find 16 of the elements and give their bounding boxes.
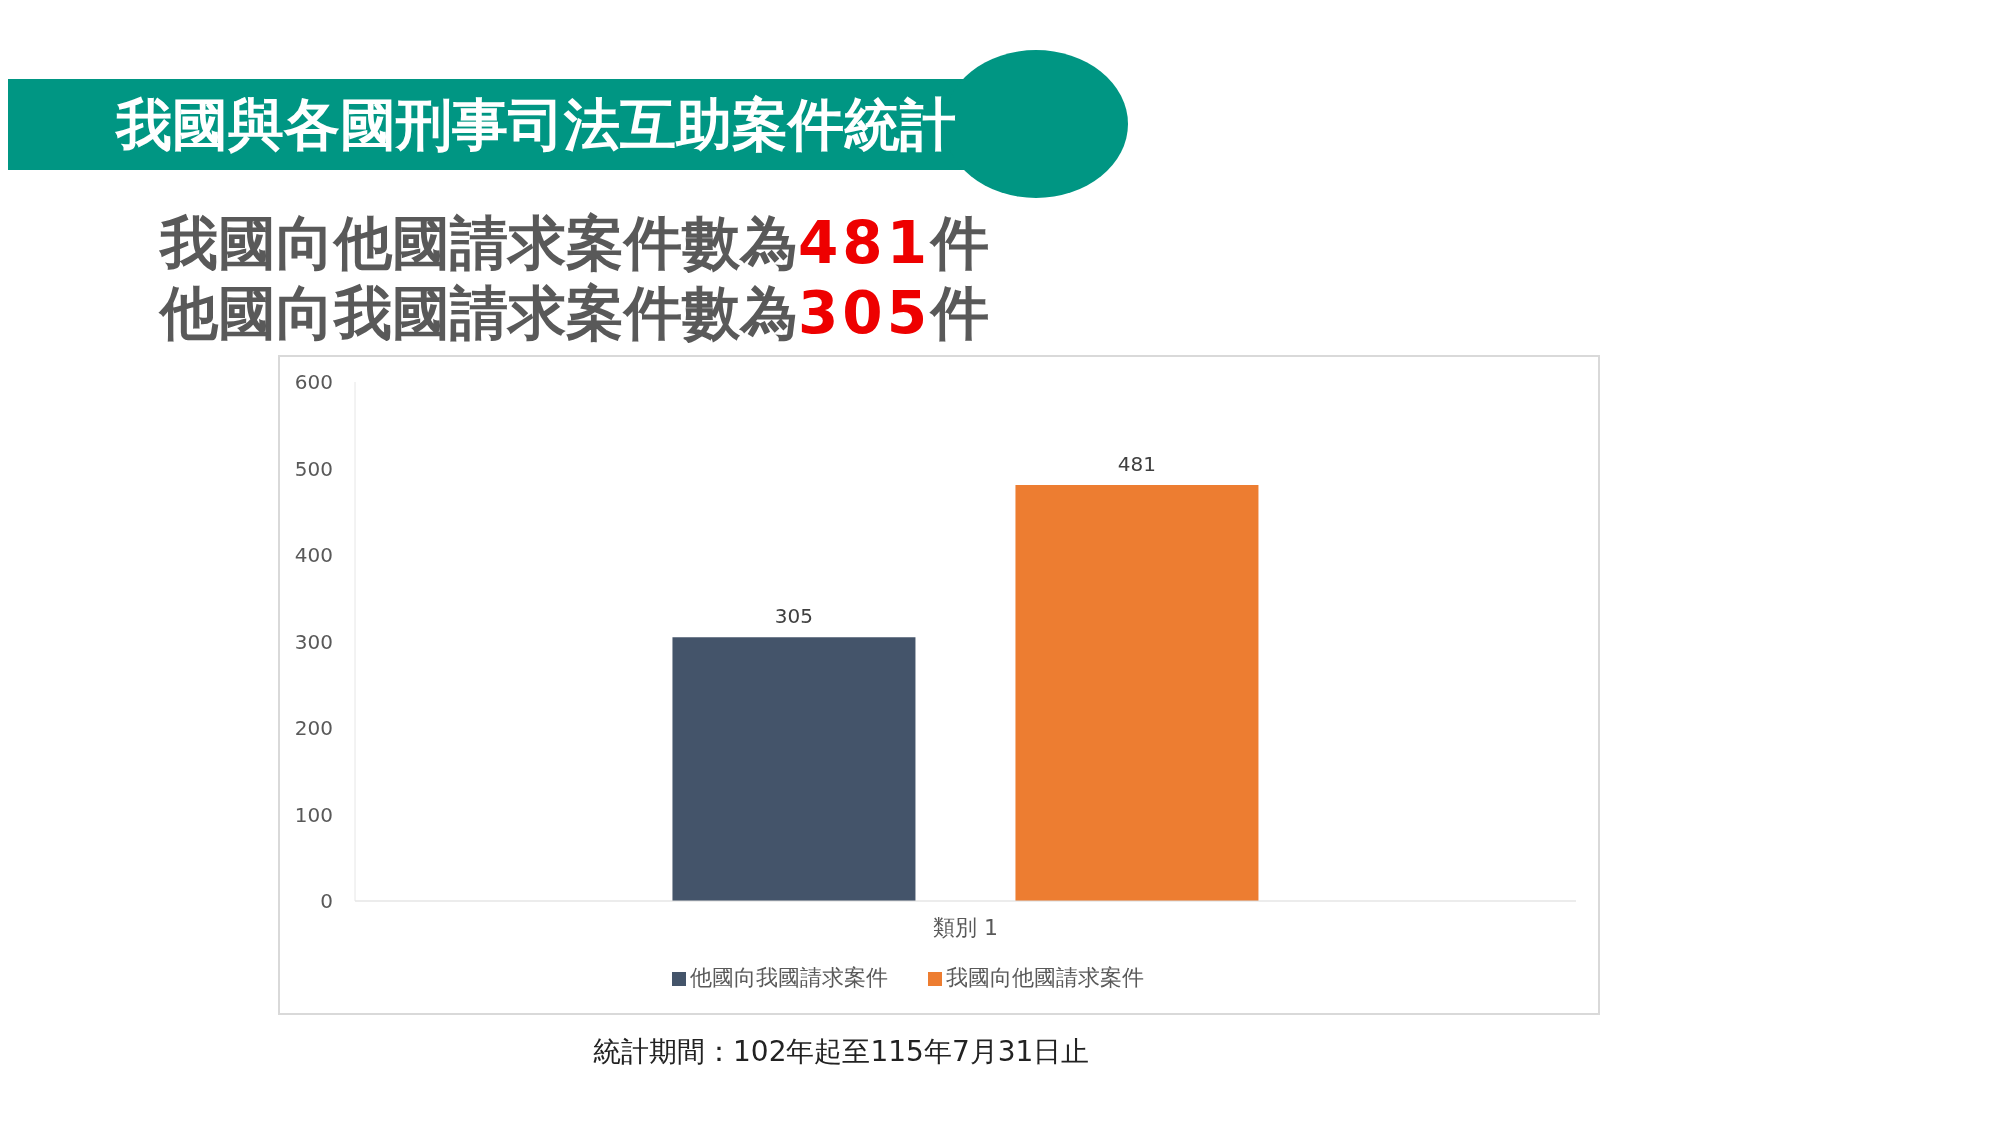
y-tick-label: 200 — [294, 716, 333, 741]
y-tick-label: 400 — [294, 543, 333, 568]
x-tick-label: 類別 1 — [933, 914, 998, 940]
y-tick-label: 500 — [294, 456, 333, 481]
legend-label: 他國向我國請求案件 — [690, 965, 888, 990]
chart-title: 我國與各國刑事司法互助案件統計 — [116, 91, 956, 159]
data-label: 481 — [1117, 451, 1157, 476]
data-label: 305 — [774, 604, 814, 629]
y-tick-label: 300 — [294, 629, 333, 654]
legend-label: 我國向他國請求案件 — [946, 965, 1144, 990]
y-tick-label: 0 — [320, 889, 333, 914]
text: 他國向我國請求案件數為305件 — [160, 279, 990, 347]
text: 我國向他國請求案件數為481件 — [160, 209, 990, 277]
y-tick-label: 600 — [294, 370, 333, 395]
y-tick-label: 100 — [294, 802, 333, 827]
text: 統計期間：102年起至115年7月31日止 — [593, 1034, 1090, 1070]
